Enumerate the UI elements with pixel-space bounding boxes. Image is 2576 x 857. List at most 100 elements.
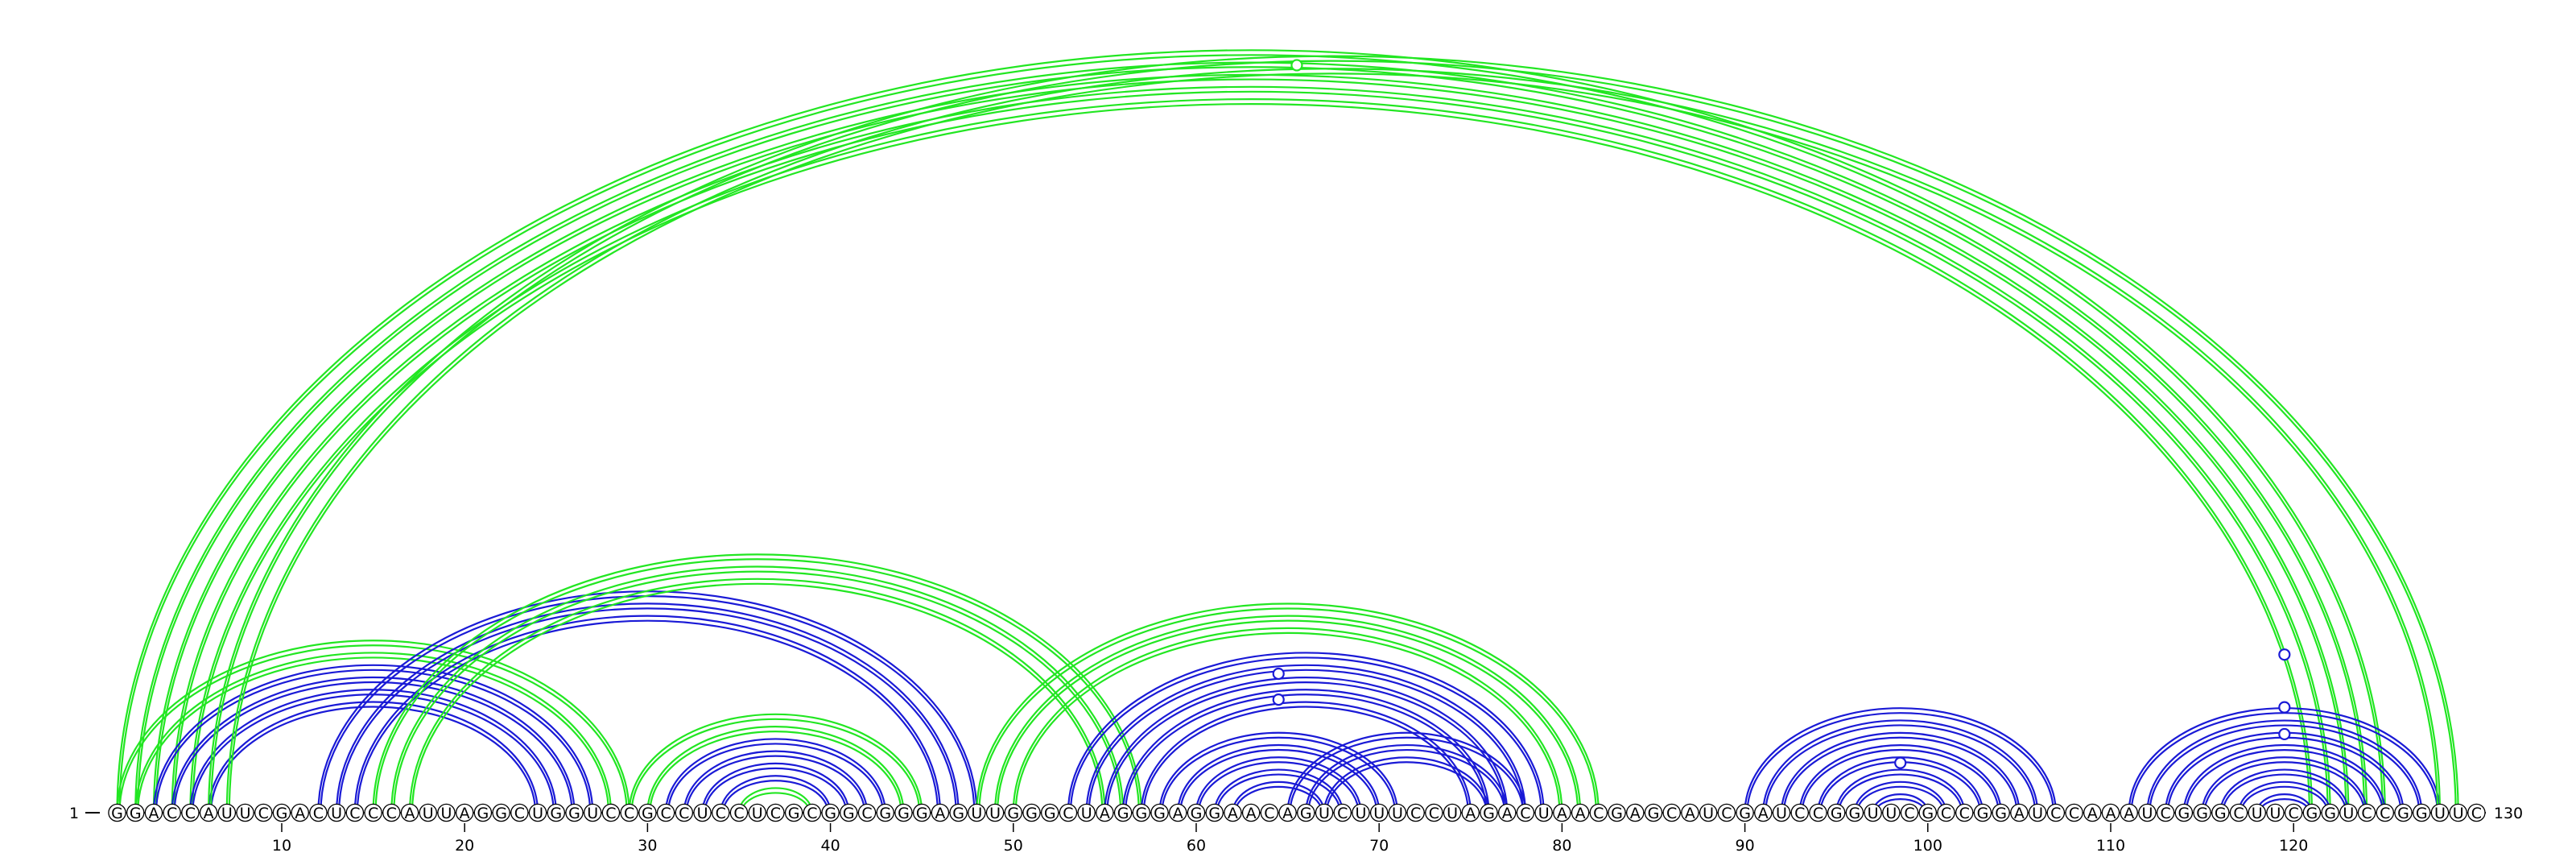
nucleotide: C (1059, 803, 1078, 822)
nucleotide: C (510, 803, 529, 822)
base-pair-arc (1088, 669, 1525, 814)
base-pair-arc (208, 55, 2459, 814)
base-pair-arc (225, 67, 2442, 814)
base-pair-arc (701, 762, 850, 814)
nucleotide-letter: U (587, 805, 598, 822)
nucleotide-circle (473, 803, 493, 822)
nucleotide-letter: A (1282, 805, 1293, 822)
nucleotide-letter: U (752, 805, 763, 822)
nucleotide: A (1497, 803, 1517, 822)
nucleotide-circle (985, 803, 1005, 822)
nucleotide: C (1937, 803, 1955, 822)
nucleotide: C (1516, 803, 1535, 822)
nucleotide-circle (309, 803, 328, 822)
nucleotide: G (821, 803, 840, 822)
tick-label: 60 (1187, 837, 1206, 855)
nucleotide-circle (1882, 803, 1901, 822)
nucleotide: U (419, 803, 437, 822)
pair-marker (1272, 693, 1285, 706)
tick-label: 80 (1552, 837, 1571, 855)
nucleotide-circle (1388, 803, 1407, 822)
base-pair-arc (173, 681, 573, 814)
nucleotide: C (803, 803, 822, 822)
nucleotide-circle (1955, 803, 1974, 822)
base-pair-arc (2146, 719, 2423, 814)
nucleotide-circle (2065, 803, 2083, 822)
nucleotide-letter: G (477, 805, 489, 822)
nucleotide-circle (1681, 803, 1699, 822)
nucleotide-letter: C (386, 805, 397, 822)
nucleotide-letter: G (2178, 805, 2190, 822)
nucleotide-circle (2046, 803, 2066, 822)
nucleotide: C (1425, 803, 1443, 822)
base-pair-arc (1798, 743, 2002, 814)
nucleotide: A (2101, 803, 2120, 822)
nucleotide-circle (1699, 803, 1718, 822)
nucleotide: U (528, 803, 547, 822)
nucleotide-letter: A (148, 805, 159, 822)
nucleotide: U (2339, 803, 2358, 822)
nucleotide-circle (528, 803, 547, 822)
nucleotide-letter: C (1520, 805, 1530, 822)
base-pair-arc (171, 85, 2331, 814)
pair-marker (1272, 667, 1285, 681)
nucleotide-circle (2376, 803, 2395, 822)
nucleotide: C (712, 803, 730, 822)
tick-label: 20 (455, 837, 474, 855)
nucleotide: A (1571, 803, 1590, 822)
nucleotide-letter: U (240, 805, 251, 822)
nucleotide: G (565, 803, 584, 822)
nucleotide-circle (327, 803, 346, 822)
base-pair-arc (1161, 736, 1396, 814)
nucleotide-letter: G (2324, 805, 2336, 822)
nucleotide: C (364, 803, 382, 822)
base-pair-arc (411, 582, 1104, 814)
nucleotide: C (2065, 803, 2083, 822)
nucleotide: U (1369, 803, 1389, 822)
nucleotide: U (1352, 803, 1370, 822)
base-pair-arc (1744, 707, 2057, 814)
nucleotide-circle (1644, 803, 1663, 822)
base-pair-arc (1307, 748, 1506, 814)
nucleotide: G (1736, 803, 1754, 822)
nucleotide-letter: C (1721, 805, 1732, 822)
nucleotide-letter: G (1191, 805, 1203, 822)
base-pair-arc (137, 66, 2366, 814)
nucleotide: A (400, 803, 419, 822)
nucleotide-letter: U (532, 805, 543, 822)
nucleotide-circle (2321, 803, 2339, 822)
nucleotide: G (949, 803, 968, 822)
base-pair-arc (374, 558, 1140, 814)
base-pair-arc (1216, 773, 1341, 814)
nucleotide-circle (931, 803, 950, 822)
nucleotide-letter: G (1483, 805, 1495, 822)
nucleotide-letter: U (440, 805, 452, 822)
nucleotide: G (784, 803, 803, 822)
nucleotide: C (1809, 803, 1827, 822)
nucleotide-circle (382, 803, 401, 822)
nucleotide: G (1205, 803, 1224, 822)
base-pair-arc (722, 780, 829, 814)
nucleotide-letter: U (971, 805, 982, 822)
base-pair-arc (1780, 731, 2021, 814)
sequence-start-label: 1 (69, 805, 79, 822)
base-pair-arc (152, 664, 594, 814)
nucleotide-letter: A (204, 805, 214, 822)
nucleotide: C (1900, 803, 1919, 822)
nucleotide-circle (1626, 803, 1645, 822)
nucleotide: U (693, 803, 712, 822)
base-pair-arc (1213, 768, 1344, 814)
nucleotide-circle (345, 803, 365, 822)
nucleotide-circle (547, 803, 566, 822)
nucleotide-letter: G (1007, 805, 1019, 822)
nucleotide: C (2229, 803, 2248, 822)
nucleotide-circle (2101, 803, 2120, 822)
nucleotide: U (1882, 803, 1901, 822)
base-pair-arc (189, 98, 2313, 814)
nucleotide-circle (199, 803, 218, 822)
nucleotide-circle (144, 803, 163, 822)
nucleotide: A (1626, 803, 1645, 822)
base-pair-arc (2149, 724, 2421, 814)
base-pair-arc (372, 553, 1142, 814)
nucleotide: C (620, 803, 638, 822)
